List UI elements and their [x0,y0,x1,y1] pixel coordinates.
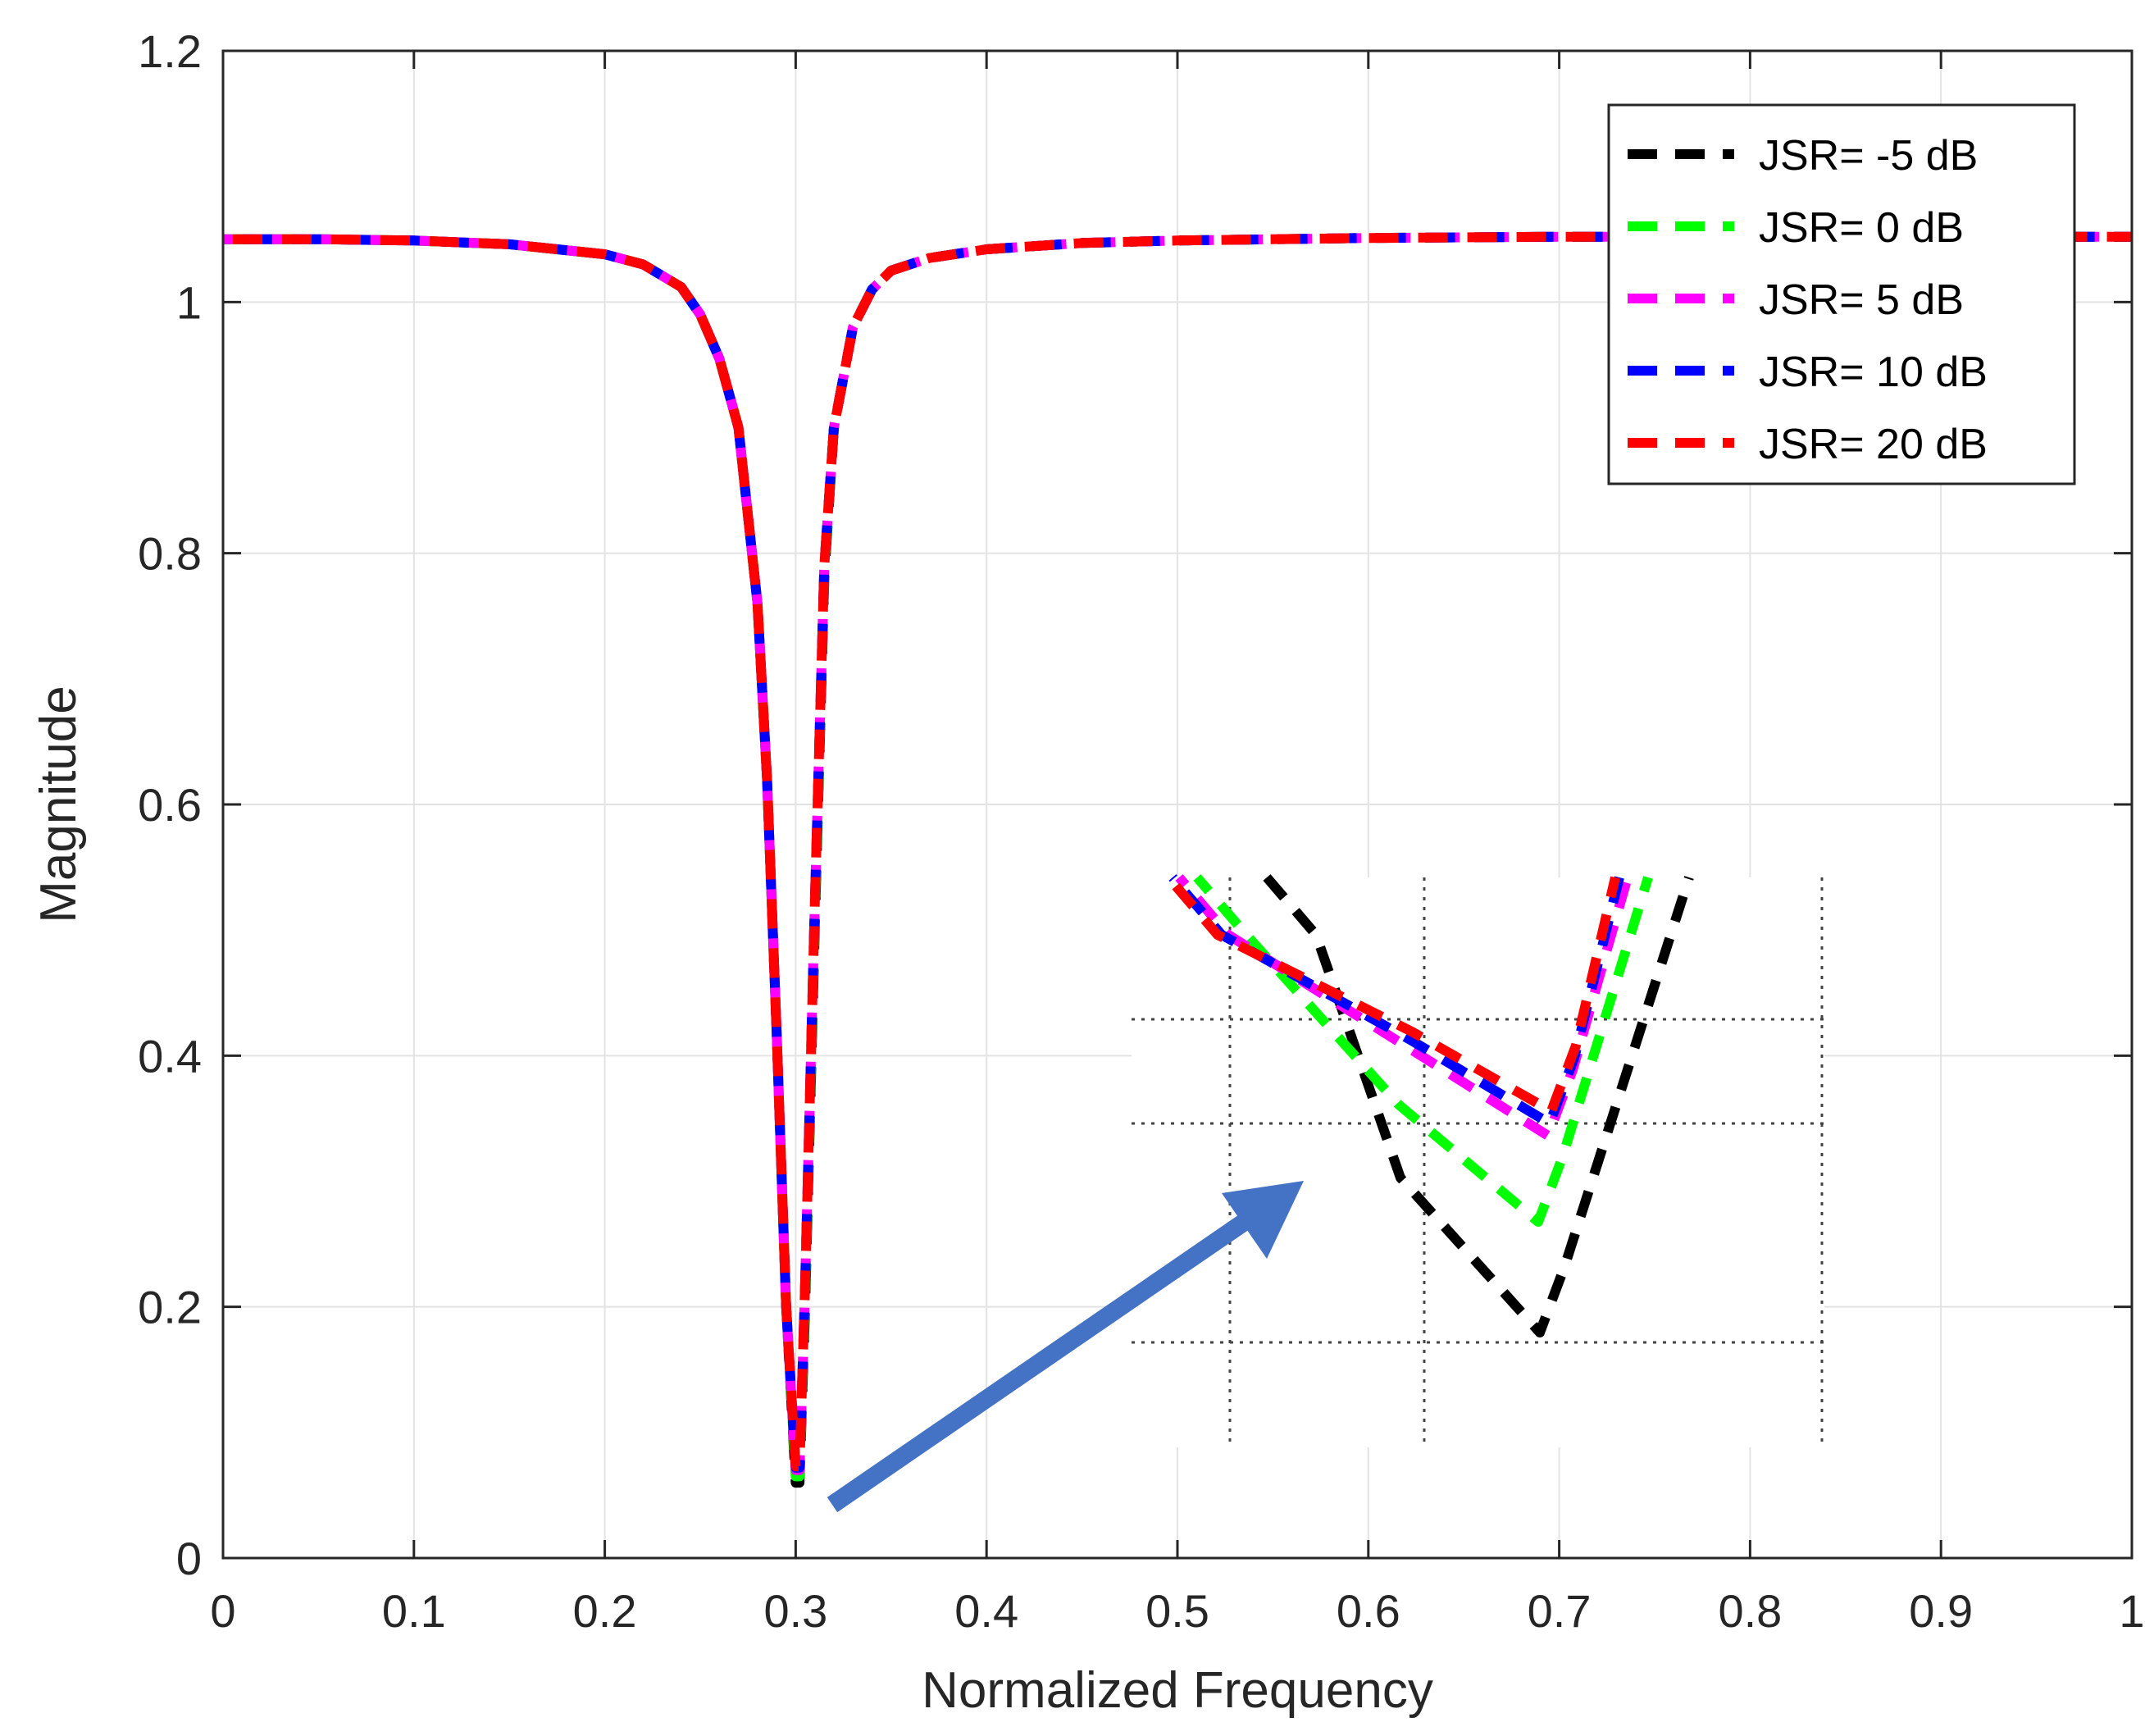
legend-label: JSR= 20 dB [1759,421,1988,468]
arrow-shaft [827,1210,1256,1513]
annotation-arrow [827,1181,1304,1513]
zoom-inset [1132,874,1824,1447]
legend: JSR= -5 dB JSR= 0 dB JSR= 5 dB JSR= 10 dB JS… [1607,103,2076,485]
x-tick-label: 0.7 [1528,1585,1592,1637]
y-tick-label: 0.6 [138,779,202,831]
x-tick-label: 0.5 [1145,1585,1209,1637]
x-axis-title: Normalized Frequency [922,1662,1433,1719]
x-tick-label: 0.1 [382,1585,446,1637]
y-tick-label: 0.4 [138,1030,202,1082]
series-layer [223,231,2132,1488]
x-tick-label: 1 [2119,1585,2144,1637]
legend-label: JSR= 10 dB [1759,349,1988,396]
legend-label: JSR= 0 dB [1759,204,1964,252]
series-line-4 [223,231,2132,1472]
inset-series-line-3 [1168,874,1624,1128]
axis-ticks: 0 0.1 0.2 0.3 0.4 0.5 0.6 0.7 0.8 0.9 1 0 0.2 0.4 0.6 0… [138,25,2144,1637]
x-tick-label: 0.2 [573,1585,637,1637]
x-tick-label: 0.9 [1909,1585,1973,1637]
y-tick-label: 1.2 [138,25,202,77]
inset-series-line-0 [1263,874,1694,1337]
arrow-head [1222,1181,1304,1259]
x-tick-label: 0 [210,1585,235,1637]
legend-label: JSR= -5 dB [1759,132,1978,180]
y-axis-title: Magnitude [30,686,87,923]
x-tick-label: 0.8 [1718,1585,1782,1637]
y-tick-label: 0.2 [138,1282,202,1333]
y-tick-label: 0 [176,1533,202,1584]
plot-frame [221,49,2134,1560]
legend-label: JSR= 5 dB [1759,276,1964,324]
x-tick-label: 0.6 [1337,1585,1400,1637]
x-tick-label: 0.4 [954,1585,1018,1637]
inset-series-line-4 [1164,874,1620,1116]
y-tick-label: 0.8 [138,528,202,580]
inset-background [1132,877,1824,1447]
y-tick-label: 1 [176,276,202,328]
x-tick-label: 0.3 [763,1585,827,1637]
inset-series-line-1 [1193,874,1653,1227]
